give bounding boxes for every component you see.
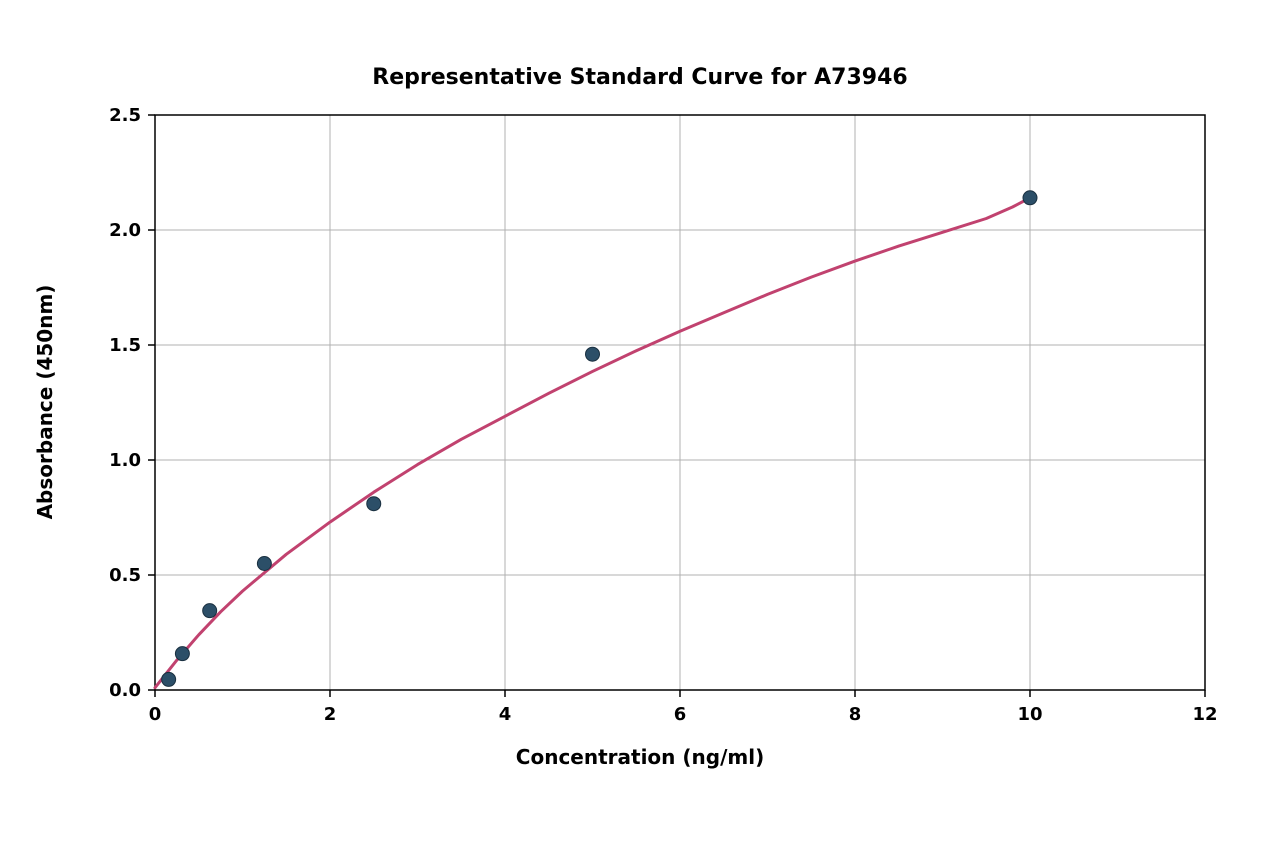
- data-point: [162, 672, 176, 686]
- data-point: [257, 557, 271, 571]
- x-tick-label: 12: [1192, 704, 1217, 725]
- x-tick-label: 4: [499, 704, 512, 725]
- data-point: [586, 347, 600, 361]
- x-tick-label: 10: [1017, 704, 1042, 725]
- y-tick-label: 0.0: [109, 680, 141, 701]
- y-tick-label: 1.0: [109, 450, 141, 471]
- y-tick-label: 2.5: [109, 105, 141, 126]
- data-point: [1023, 191, 1037, 205]
- x-axis-label: Concentration (ng/ml): [0, 745, 1280, 769]
- x-tick-label: 0: [149, 704, 162, 725]
- chart-svg: 0 2 4 6 8 10 12 0.0 0.5 1.0 1.5 2.0 2.5: [0, 0, 1280, 845]
- y-axis-label: Absorbance (450nm): [33, 285, 57, 520]
- data-point: [175, 647, 189, 661]
- x-tick-label: 6: [674, 704, 687, 725]
- data-point: [367, 497, 381, 511]
- y-tick-label: 0.5: [109, 565, 141, 586]
- x-tick-label: 2: [324, 704, 337, 725]
- fit-curve: [155, 198, 1030, 688]
- y-tick-label: 1.5: [109, 335, 141, 356]
- y-tick-label: 2.0: [109, 220, 141, 241]
- data-point: [203, 604, 217, 618]
- x-tick-label: 8: [849, 704, 862, 725]
- chart-container: Representative Standard Curve for A73946…: [0, 0, 1280, 845]
